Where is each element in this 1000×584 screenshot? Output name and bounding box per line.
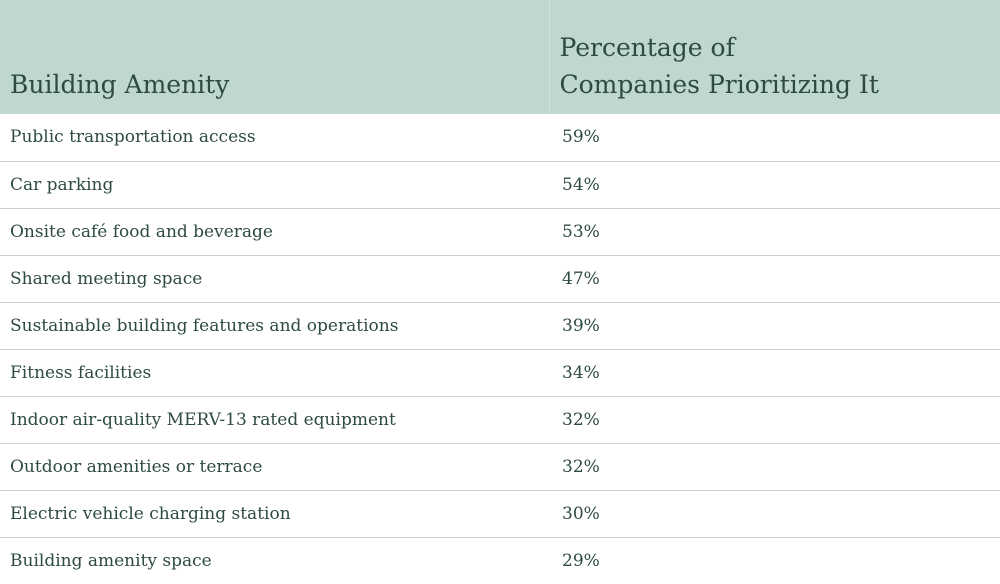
percentage-cell: 54% [562,174,600,195]
percentage-cell: 39% [562,315,600,336]
amenity-cell: Indoor air-quality MERV-13 rated equipme… [10,409,396,430]
table-row: Car parking 54% [0,161,1000,208]
percentage-cell: 32% [562,456,600,477]
column-header-percentage: Percentage of Companies Prioritizing It [548,0,1000,114]
percentage-cell: 32% [562,409,600,430]
amenity-cell: Building amenity space [10,550,212,571]
column-header-percentage-line2: Companies Prioritizing It [559,70,879,99]
table-row: Shared meeting space 47% [0,255,1000,302]
amenity-cell: Electric vehicle charging station [10,503,291,524]
amenity-cell: Sustainable building features and operat… [10,315,399,336]
table-row: Electric vehicle charging station 30% [0,490,1000,537]
percentage-cell: 53% [562,221,600,242]
column-header-amenity: Building Amenity [0,0,549,114]
percentage-cell: 29% [562,550,600,571]
column-header-percentage-line1: Percentage of [559,33,735,62]
table-row: Building amenity space 29% [0,537,1000,584]
amenity-cell: Fitness facilities [10,362,152,383]
percentage-cell: 47% [562,268,600,289]
percentage-cell: 30% [562,503,600,524]
table-row: Sustainable building features and operat… [0,302,1000,349]
amenity-cell: Onsite café food and beverage [10,221,273,242]
table-header: Building Amenity Percentage of Companies… [0,0,1000,114]
table-row: Indoor air-quality MERV-13 rated equipme… [0,396,1000,443]
table-row: Outdoor amenities or terrace 32% [0,443,1000,490]
table-row: Public transportation access 59% [0,114,1000,161]
header-row: Building Amenity Percentage of Companies… [0,0,1000,114]
percentage-cell: 34% [562,362,600,383]
amenity-cell: Car parking [10,174,114,195]
table-body: Public transportation access 59% Car par… [0,114,1000,584]
table-row: Onsite café food and beverage 53% [0,208,1000,255]
amenity-cell: Outdoor amenities or terrace [10,456,263,477]
table-row: Fitness facilities 34% [0,349,1000,396]
percentage-cell: 59% [562,127,600,148]
amenity-cell: Shared meeting space [10,268,203,289]
amenity-cell: Public transportation access [10,127,256,148]
column-header-amenity-label: Building Amenity [10,70,230,99]
